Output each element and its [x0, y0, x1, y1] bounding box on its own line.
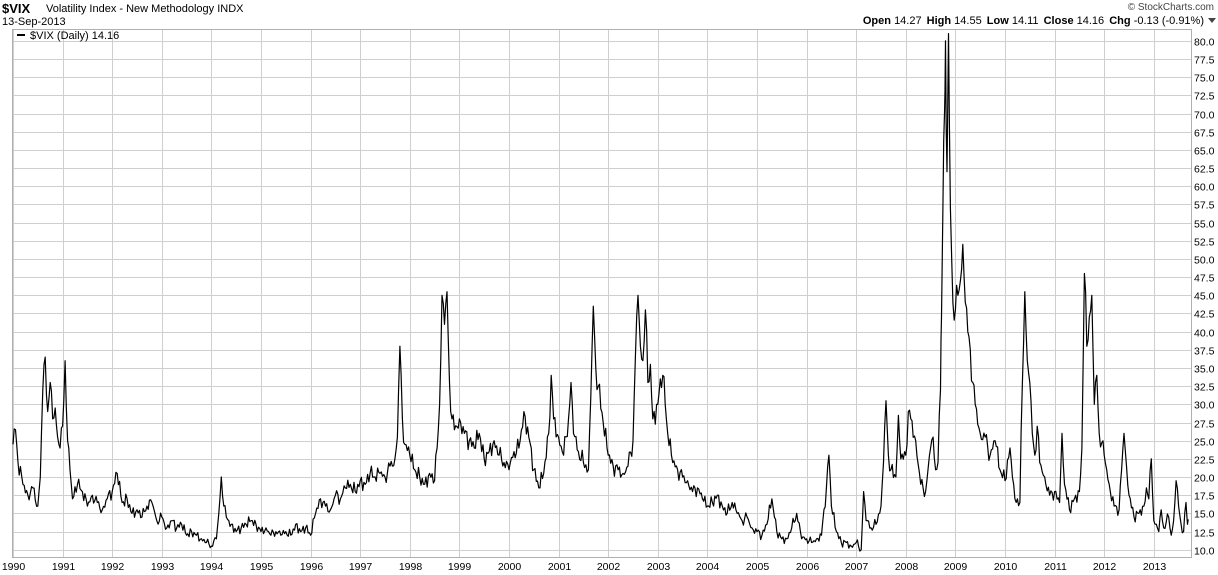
chg-label: Chg [1109, 15, 1131, 27]
quote-date: 13-Sep-2013 [2, 16, 66, 28]
y-tick-label: 55.0 [1194, 219, 1215, 231]
x-tick-label: 2004 [696, 561, 720, 573]
x-tick-label: 2008 [895, 561, 919, 573]
y-tick-label: 80.0 [1194, 37, 1215, 49]
instrument-name: Volatility Index - New Methodology INDX [46, 3, 244, 15]
y-tick-label: 25.0 [1194, 437, 1215, 449]
x-tick-label: 1991 [52, 561, 76, 573]
y-tick-label: 57.5 [1194, 200, 1215, 212]
y-tick-label: 15.0 [1194, 509, 1215, 521]
x-tick-label: 2007 [845, 561, 869, 573]
x-tick-label: 1997 [349, 561, 373, 573]
y-tick-label: 37.5 [1194, 346, 1215, 358]
y-tick-label: 67.5 [1194, 128, 1215, 140]
y-tick-label: 70.0 [1194, 110, 1215, 122]
x-tick-label: 1996 [300, 561, 324, 573]
instrument-title: Volatility Index - New Methodology [46, 3, 215, 15]
x-tick-label: 1999 [448, 561, 472, 573]
y-tick-label: 77.5 [1194, 55, 1215, 67]
y-axis: 10.0 12.5 15.0 17.5 20.0 22.5 25.0 27.5 30.0 32.5… [1194, 37, 1215, 558]
y-tick-label: 75.0 [1194, 73, 1215, 85]
x-tick-label: 1990 [2, 561, 26, 573]
x-tick-label: 1998 [399, 561, 423, 573]
y-tick-label: 60.0 [1194, 182, 1215, 194]
high-label: High [926, 15, 952, 27]
dropdown-caret-icon[interactable] [1208, 18, 1216, 23]
y-tick-label: 52.5 [1194, 237, 1215, 249]
credit-label[interactable]: © StockCharts.com [1127, 2, 1214, 13]
series-line-vix [12, 32, 1190, 552]
x-tick-label: 2005 [746, 561, 770, 573]
y-tick-label: 20.0 [1194, 473, 1215, 485]
x-tick-label: 2013 [1143, 561, 1167, 573]
low-label: Low [986, 15, 1009, 27]
quote-summary: Open 14.27 High 14.55 Low 14.11 Close 14… [863, 15, 1206, 27]
y-tick-label: 65.0 [1194, 146, 1215, 158]
y-tick-label: 30.0 [1194, 400, 1215, 412]
symbol: $VIX [2, 1, 31, 16]
y-tick-label: 62.5 [1194, 164, 1215, 176]
y-tick-label: 40.0 [1194, 328, 1215, 340]
y-tick-label: 17.5 [1194, 491, 1215, 503]
x-tick-label: 1994 [200, 561, 224, 573]
open-label: Open [862, 15, 891, 27]
x-tick-label: 2000 [498, 561, 522, 573]
y-tick-label: 47.5 [1194, 273, 1215, 285]
y-tick-label: 72.5 [1194, 91, 1215, 103]
chart-grid [13, 30, 1191, 557]
x-tick-label: 2001 [548, 561, 572, 573]
close-value: 14.16 [1076, 15, 1105, 27]
y-tick-label: 45.0 [1194, 291, 1215, 303]
x-tick-label: 1992 [101, 561, 125, 573]
chart-header: $VIX Volatility Index - New Methodology … [0, 0, 1218, 30]
x-tick-label: 2006 [796, 561, 820, 573]
chg-value: -0.13 (-0.91%) [1133, 15, 1204, 27]
y-tick-label: 27.5 [1194, 419, 1215, 431]
y-tick-label: 12.5 [1194, 528, 1215, 540]
y-tick-label: 42.5 [1194, 309, 1215, 321]
x-tick-label: 2009 [944, 561, 968, 573]
legend: $VIX (Daily) 14.16 [17, 30, 119, 42]
x-tick-label: 2012 [1093, 561, 1117, 573]
legend-label: $VIX (Daily) 14.16 [30, 30, 119, 42]
y-tick-label: 50.0 [1194, 255, 1215, 267]
x-axis: 1990 1991 1992 1993 1994 1995 1996 1997 1998 1999… [2, 561, 1167, 573]
exchange-label: INDX [217, 3, 244, 15]
x-tick-label: 2003 [647, 561, 671, 573]
y-tick-label: 35.0 [1194, 364, 1215, 376]
plot-area-border [12, 29, 1192, 558]
open-value: 14.27 [894, 15, 922, 27]
y-tick-label: 32.5 [1194, 382, 1215, 394]
y-tick-label: 22.5 [1194, 455, 1215, 467]
x-tick-label: 2010 [994, 561, 1018, 573]
x-tick-label: 2002 [597, 561, 621, 573]
high-value: 14.55 [954, 15, 982, 27]
y-tick-label: 10.0 [1194, 546, 1215, 558]
x-tick-label: 1993 [151, 561, 175, 573]
x-tick-label: 1995 [250, 561, 274, 573]
low-value: 14.11 [1011, 15, 1039, 27]
close-label: Close [1043, 15, 1074, 27]
x-tick-label: 2011 [1044, 561, 1067, 573]
